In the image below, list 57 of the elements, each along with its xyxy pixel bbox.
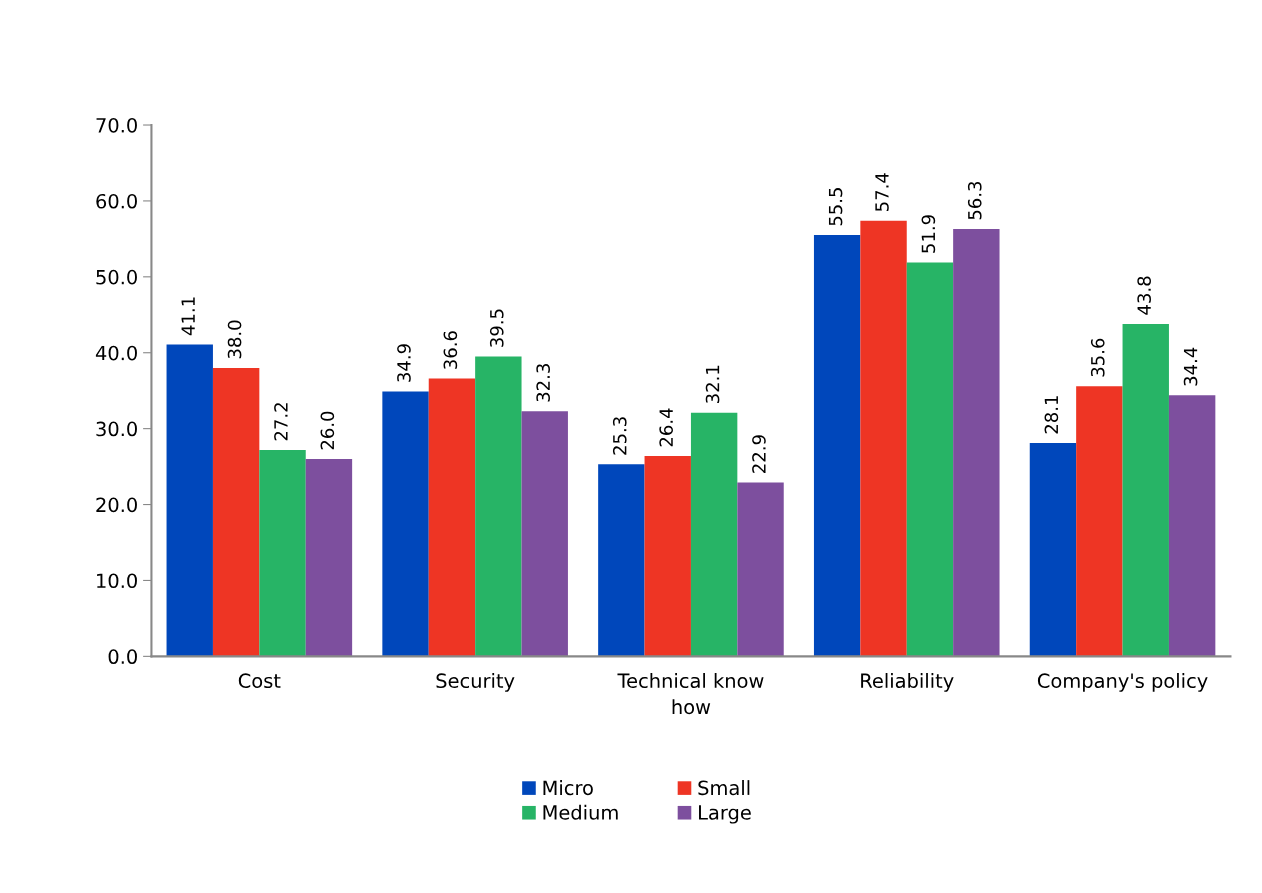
bar — [475, 356, 522, 657]
bar — [1029, 443, 1077, 657]
legend-label: Micro — [543, 780, 593, 796]
data-label: 38.0 — [227, 320, 242, 359]
x-tick-label: Security — [436, 673, 515, 692]
bar — [860, 220, 907, 657]
bar — [212, 367, 260, 657]
data-label: 43.8 — [1137, 276, 1151, 315]
data-label: 27.2 — [274, 403, 288, 441]
bar — [166, 344, 213, 657]
y-tick-label: 70.0 — [96, 117, 137, 133]
bar — [305, 459, 353, 657]
bar — [690, 412, 738, 657]
data-label: 26.4 — [659, 408, 673, 447]
y-tick-label: 50.0 — [96, 269, 137, 285]
bar — [382, 391, 429, 657]
bar — [737, 482, 784, 657]
legend-label: Medium — [543, 804, 618, 820]
data-label: 36.6 — [443, 331, 458, 369]
data-label: 57.4 — [875, 173, 889, 211]
bar — [259, 449, 306, 657]
legend-label: Small — [698, 780, 750, 796]
y-tick-label: 10.0 — [97, 573, 137, 589]
x-tick-label: Reliability — [861, 673, 954, 692]
data-label: 51.9 — [921, 215, 936, 253]
bar — [953, 229, 1000, 657]
y-tick-label: 20.0 — [96, 497, 137, 513]
data-label: 34.9 — [397, 344, 411, 382]
data-label: 34.4 — [1183, 347, 1198, 386]
legend-label: Large — [699, 805, 751, 824]
bar — [428, 378, 476, 657]
x-tick-label: Cost — [238, 673, 281, 689]
y-tick-label: 0.0 — [108, 649, 137, 665]
bar — [1122, 323, 1169, 657]
data-label: 28.1 — [1044, 396, 1059, 434]
data-label: 25.3 — [612, 417, 627, 455]
data-label: 41.1 — [181, 297, 195, 336]
y-tick-label: 60.0 — [96, 193, 137, 209]
bar — [1168, 395, 1216, 657]
bar — [813, 235, 861, 657]
x-tick-label: Technical know how — [617, 673, 764, 715]
data-label: 22.9 — [752, 435, 766, 473]
bar — [1076, 386, 1123, 657]
data-label: 55.5 — [828, 188, 843, 226]
bar — [644, 455, 691, 657]
data-label: 26.0 — [320, 411, 335, 450]
bar — [521, 411, 568, 657]
data-label: 32.1 — [705, 365, 720, 403]
y-tick-label: 40.0 — [95, 345, 137, 361]
data-label: 35.6 — [1090, 338, 1105, 377]
data-label: 32.3 — [536, 364, 550, 402]
bar — [906, 262, 954, 657]
x-tick-label: Company's policy — [1037, 673, 1208, 692]
data-label: 56.3 — [967, 181, 982, 220]
y-tick-label: 30.0 — [96, 421, 137, 437]
bar — [598, 464, 645, 657]
data-label: 39.5 — [489, 309, 504, 347]
